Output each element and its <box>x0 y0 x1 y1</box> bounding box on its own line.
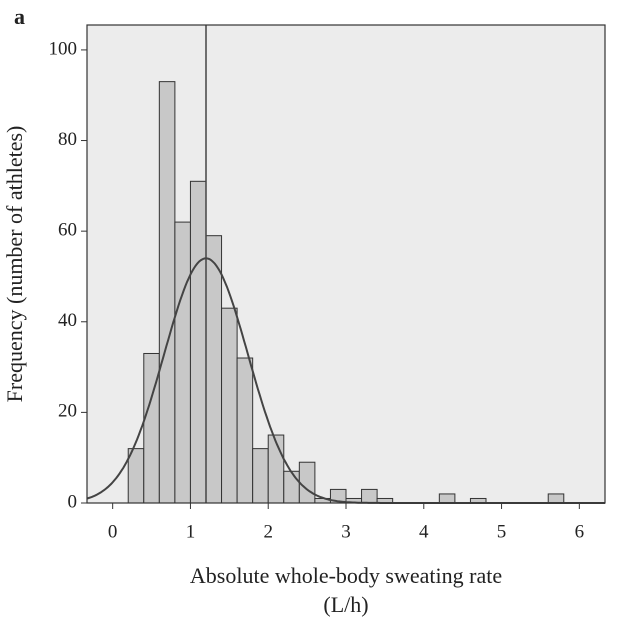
y-tick-label: 40 <box>58 310 77 331</box>
x-tick-label: 0 <box>108 521 118 542</box>
x-tick-label: 5 <box>497 521 507 542</box>
bar <box>221 307 238 504</box>
x-tick-label: 6 <box>575 521 585 542</box>
y-tick-label: 80 <box>58 129 77 150</box>
bar <box>267 434 285 504</box>
x-tick-label: 3 <box>341 521 351 542</box>
bar <box>236 357 254 504</box>
panel-label: a <box>14 4 25 29</box>
bar <box>158 81 176 504</box>
x-axis-label: Absolute whole-body sweating rate <box>190 563 502 588</box>
y-tick-label: 100 <box>49 38 78 59</box>
x-axis-label: (L/h) <box>323 592 368 617</box>
y-tick-label: 60 <box>58 220 77 241</box>
bar <box>174 221 191 504</box>
x-tick-label: 2 <box>263 521 273 542</box>
bar <box>361 488 378 504</box>
bar <box>438 493 456 504</box>
bar <box>205 235 223 504</box>
bar <box>547 493 565 504</box>
bar <box>283 470 300 504</box>
bar <box>252 448 269 504</box>
bar <box>127 448 145 504</box>
plot-frame <box>86 24 606 504</box>
bar <box>189 180 207 504</box>
y-tick-label: 0 <box>68 491 78 512</box>
y-tick-label: 20 <box>58 401 77 422</box>
y-axis-label: Frequency (number of athletes) <box>2 126 27 403</box>
x-tick-label: 1 <box>186 521 196 542</box>
x-tick-label: 4 <box>419 521 429 542</box>
bar <box>298 461 316 504</box>
